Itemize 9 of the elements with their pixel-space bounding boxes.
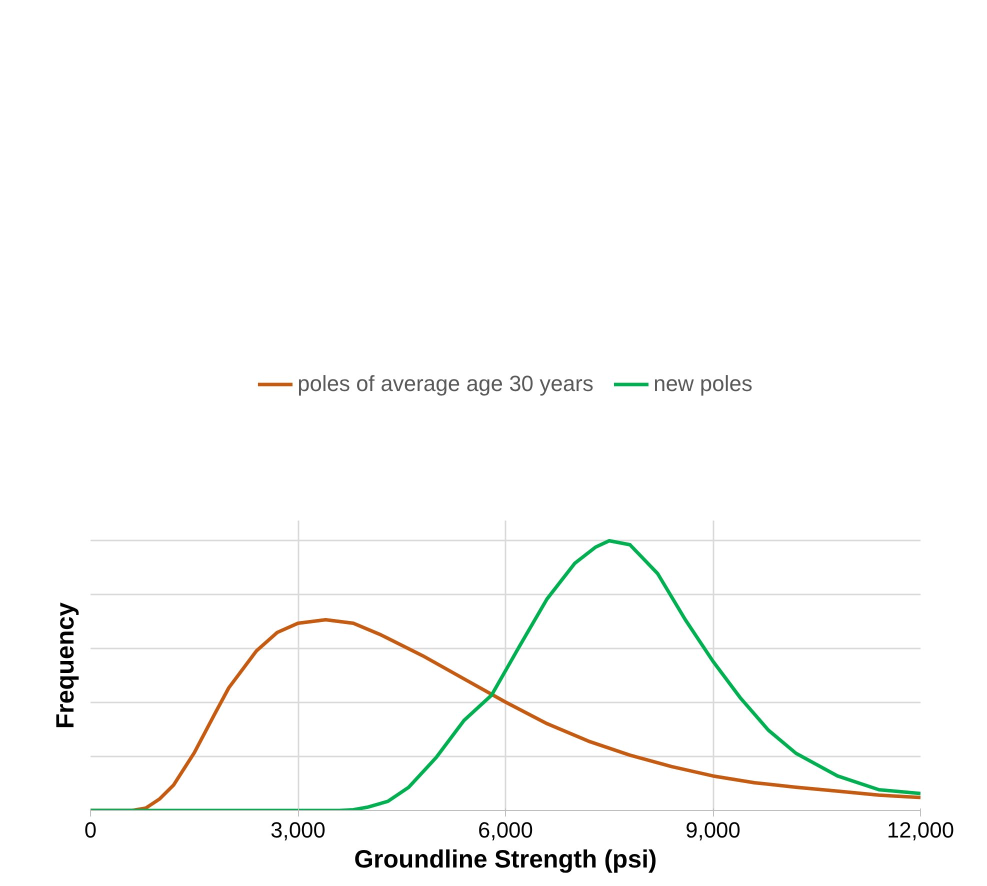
y-axis-title: Frequency (52, 602, 80, 729)
x-tick-label: 12,000 (886, 818, 954, 842)
x-tick-label: 9,000 (685, 818, 741, 842)
x-axis-title: Groundline Strength (psi) (354, 846, 657, 874)
legend-label: new poles (653, 370, 753, 396)
x-tick-label: 0 (84, 818, 97, 842)
x-tick-label: 6,000 (478, 818, 534, 842)
legend-label: poles of average age 30 years (297, 370, 594, 396)
x-tick-label: 3,000 (270, 818, 326, 842)
